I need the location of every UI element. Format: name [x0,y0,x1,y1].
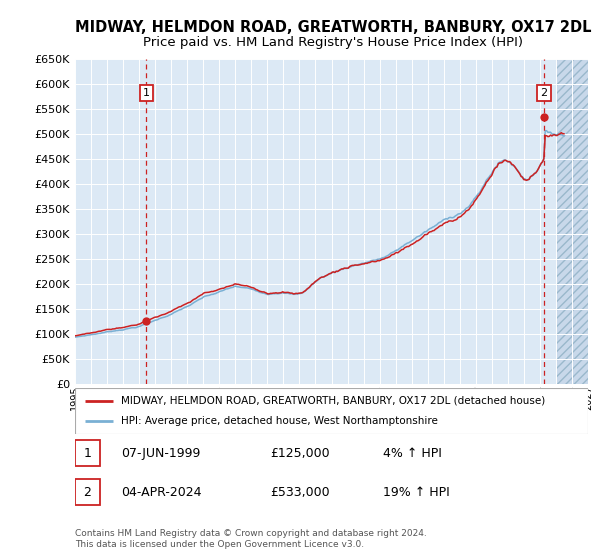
Bar [556,59,588,384]
Text: MIDWAY, HELMDON ROAD, GREATWORTH, BANBURY, OX17 2DL: MIDWAY, HELMDON ROAD, GREATWORTH, BANBUR… [75,20,591,35]
Text: £125,000: £125,000 [270,446,329,460]
Text: 04-APR-2024: 04-APR-2024 [121,486,202,499]
Text: Price paid vs. HM Land Registry's House Price Index (HPI): Price paid vs. HM Land Registry's House … [143,36,523,49]
Text: £533,000: £533,000 [270,486,329,499]
Text: 4% ↑ HPI: 4% ↑ HPI [383,446,442,460]
Text: 2: 2 [83,486,91,499]
Text: 2: 2 [541,88,548,98]
Bar [75,440,100,466]
Text: 1: 1 [143,88,149,98]
Bar [556,59,588,384]
Text: Contains HM Land Registry data © Crown copyright and database right 2024.
This d: Contains HM Land Registry data © Crown c… [75,529,427,549]
Bar [75,479,100,505]
Text: MIDWAY, HELMDON ROAD, GREATWORTH, BANBURY, OX17 2DL (detached house): MIDWAY, HELMDON ROAD, GREATWORTH, BANBUR… [121,395,545,405]
Text: 07-JUN-1999: 07-JUN-1999 [121,446,200,460]
Text: 19% ↑ HPI: 19% ↑ HPI [383,486,449,499]
Text: HPI: Average price, detached house, West Northamptonshire: HPI: Average price, detached house, West… [121,416,438,426]
Text: 1: 1 [83,446,91,460]
